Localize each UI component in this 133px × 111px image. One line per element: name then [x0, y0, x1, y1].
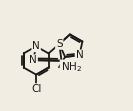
Text: Cl: Cl — [31, 84, 41, 94]
Text: N: N — [32, 41, 40, 51]
Text: N: N — [76, 50, 83, 60]
Text: S: S — [56, 39, 63, 49]
Text: N: N — [29, 55, 37, 65]
Text: NH$_2$: NH$_2$ — [61, 60, 82, 74]
